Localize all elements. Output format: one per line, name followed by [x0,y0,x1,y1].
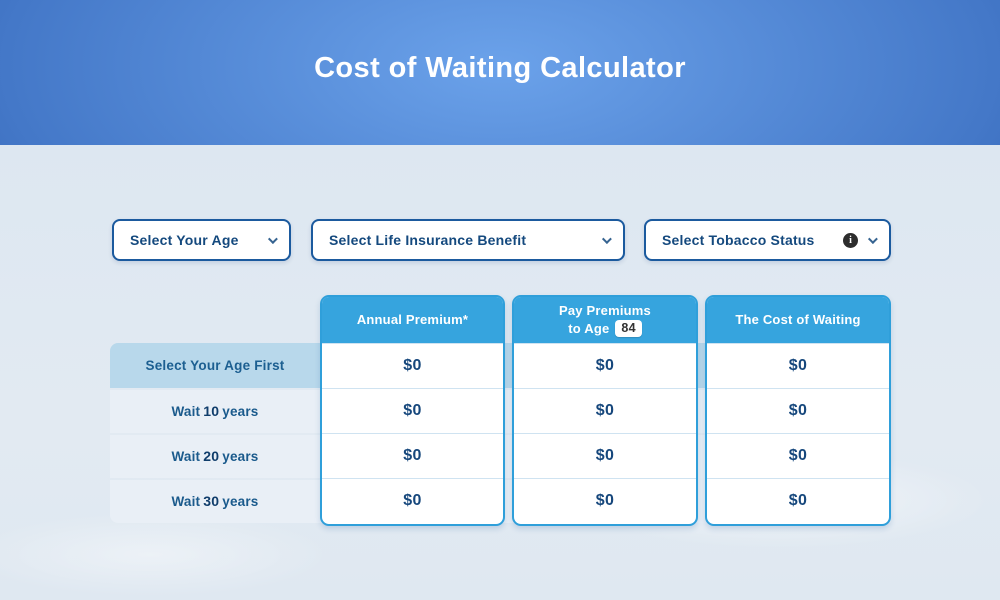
value-cell: $0 [514,388,696,433]
row-label-select-age: Select Your Age First [110,343,320,388]
column-annual-premium: Annual Premium* $0 $0 $0 $0 [320,295,505,526]
row-label-wait-20: Wait 20 years [110,435,320,478]
page-title: Cost of Waiting Calculator [314,52,686,84]
age-select-label: Select Your Age [130,232,239,248]
value-cell: $0 [707,388,889,433]
column-title-line1: Pay Premiums [558,303,651,319]
value-cell: $0 [322,478,503,523]
tobacco-select-label: Select Tobacco Status [662,232,815,248]
row-label-suffix: years [222,494,259,509]
column-header-cost-of-waiting: The Cost of Waiting [707,297,889,343]
value-cell: $0 [707,343,889,388]
row-label-suffix: years [222,404,259,419]
column-header-pay-premiums: Pay Premiums to Age 84 [514,297,696,343]
column-pay-premiums-to-age: Pay Premiums to Age 84 $0 $0 $0 $0 [512,295,698,526]
column-title-text: to Age [568,321,610,336]
chevron-down-icon [267,233,278,244]
row-label-suffix: years [222,449,259,464]
column-cost-of-waiting: The Cost of Waiting $0 $0 $0 $0 [705,295,891,526]
column-title: The Cost of Waiting [735,312,861,328]
row-label-wait-10: Wait 10 years [110,390,320,433]
chevron-down-icon [867,233,878,244]
page-banner: Cost of Waiting Calculator [0,0,1000,145]
value-cell: $0 [514,343,696,388]
column-title-line2: to Age 84 [568,320,642,338]
age-select[interactable]: Select Your Age [112,219,291,261]
row-label-text: Select Your Age First [145,358,285,373]
row-label-number: 30 [203,493,220,509]
row-label-prefix: Wait [171,449,201,464]
chevron-down-icon [601,233,612,244]
column-title: Annual Premium* [356,312,469,328]
value-cell: $0 [322,388,503,433]
benefit-select[interactable]: Select Life Insurance Benefit [311,219,625,261]
benefit-select-label: Select Life Insurance Benefit [329,232,527,248]
info-icon[interactable]: i [843,232,858,248]
cost-of-waiting-table: Select Your Age First Wait 10 years Wait 20… [110,295,891,526]
row-label-number: 20 [203,448,220,464]
row-label-prefix: Wait [171,494,201,509]
value-cell: $0 [322,343,503,388]
content-area: Select Your Age Select Life Insurance Be… [0,145,1000,600]
value-cell: $0 [322,433,503,478]
value-cell: $0 [514,478,696,523]
value-cell: $0 [707,478,889,523]
age-badge: 84 [615,320,642,338]
row-label-prefix: Wait [171,404,201,419]
column-header-annual-premium: Annual Premium* [322,297,503,343]
row-label-number: 10 [203,403,220,419]
value-cell: $0 [514,433,696,478]
row-label-wait-30: Wait 30 years [110,480,320,523]
tobacco-select[interactable]: Select Tobacco Status i [644,219,891,261]
value-cell: $0 [707,433,889,478]
